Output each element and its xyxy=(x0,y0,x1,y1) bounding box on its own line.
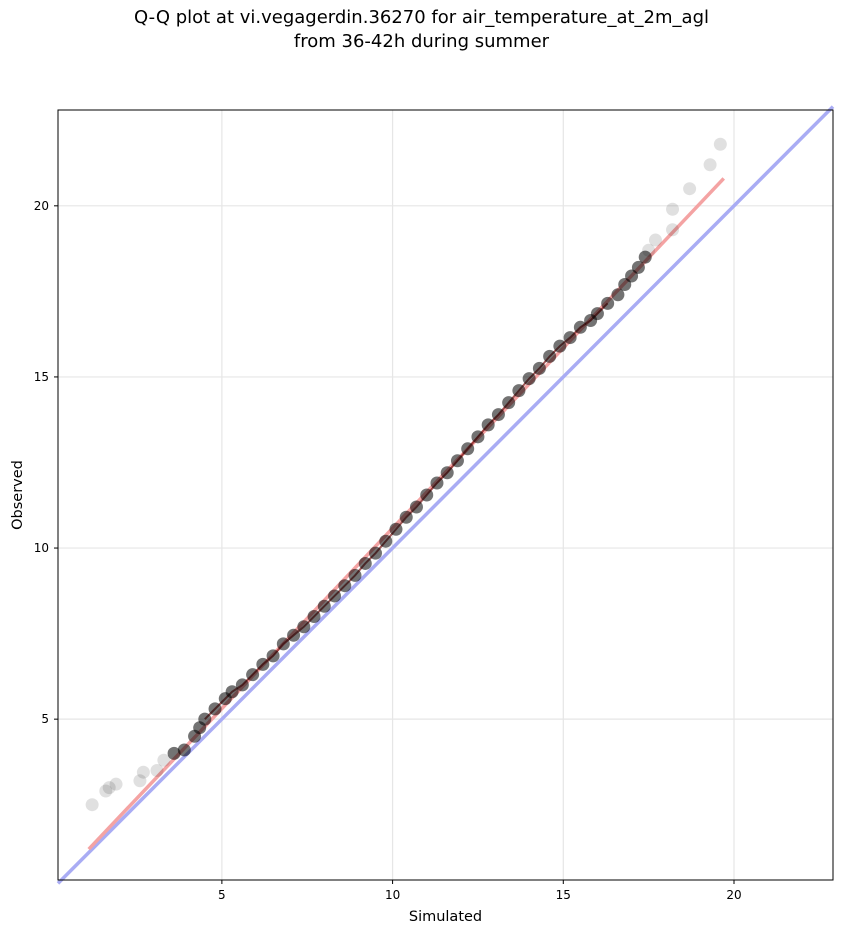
data-point xyxy=(590,307,604,321)
data-point xyxy=(409,500,423,514)
data-point xyxy=(481,418,495,432)
data-point xyxy=(369,546,383,560)
data-point xyxy=(450,454,464,468)
y-tick-label: 5 xyxy=(41,712,49,726)
y-tick-label: 10 xyxy=(34,541,49,555)
x-tick-label: 20 xyxy=(726,888,741,902)
data-point xyxy=(276,637,290,651)
data-point xyxy=(563,331,577,345)
data-point xyxy=(358,556,372,570)
data-point xyxy=(109,777,123,791)
data-point xyxy=(307,609,321,623)
data-point xyxy=(461,442,475,456)
data-point xyxy=(389,522,403,536)
data-point xyxy=(338,579,352,593)
data-point xyxy=(287,628,301,642)
y-axis-label: Observed xyxy=(10,460,26,530)
points-group xyxy=(85,137,727,812)
data-point xyxy=(471,430,485,444)
data-point xyxy=(328,589,342,603)
data-point xyxy=(157,753,171,767)
data-point xyxy=(399,510,413,524)
data-point xyxy=(666,223,680,237)
data-point xyxy=(512,384,526,398)
data-point xyxy=(85,798,99,812)
chart-subtitle: from 36-42h during summer xyxy=(293,31,550,52)
data-point xyxy=(543,349,557,363)
x-tick-label: 15 xyxy=(556,888,571,902)
plot-frame xyxy=(57,109,834,881)
data-point xyxy=(683,182,697,196)
data-point xyxy=(573,320,587,334)
chart-title-block: Q-Q plot at vi.vegagerdin.36270 for air_… xyxy=(0,6,843,54)
data-point xyxy=(177,743,191,757)
data-point xyxy=(266,649,280,663)
x-tick-label: 10 xyxy=(385,888,400,902)
y-tick-label: 15 xyxy=(34,370,49,384)
identity-line xyxy=(56,105,835,885)
data-point xyxy=(601,296,615,310)
data-point xyxy=(198,712,212,726)
data-point xyxy=(102,781,116,795)
data-point xyxy=(256,657,270,671)
data-point xyxy=(553,339,567,353)
data-point xyxy=(167,746,181,760)
x-axis-label: Simulated xyxy=(409,909,482,925)
ticks-group: 5 10 15 20 5 10 15 20 xyxy=(34,199,742,902)
chart-title: Q-Q plot at vi.vegagerdin.36270 for air_… xyxy=(134,7,709,28)
data-point xyxy=(502,396,516,410)
y-tick-label: 20 xyxy=(34,199,49,213)
data-point xyxy=(133,774,147,788)
data-point xyxy=(638,250,652,264)
data-point xyxy=(246,668,260,682)
data-point xyxy=(317,599,331,613)
data-point xyxy=(611,288,625,302)
data-point xyxy=(208,702,222,716)
data-point xyxy=(648,233,662,247)
x-tick-label: 5 xyxy=(218,888,226,902)
grid xyxy=(58,110,833,880)
identity-line-group xyxy=(56,105,835,885)
data-point xyxy=(666,202,680,216)
data-point xyxy=(491,408,505,422)
data-point xyxy=(430,476,444,490)
data-point xyxy=(235,678,249,692)
data-point xyxy=(642,243,656,257)
data-point xyxy=(631,260,645,274)
data-point xyxy=(136,765,150,779)
data-point xyxy=(440,466,454,480)
data-point xyxy=(99,784,113,798)
data-point xyxy=(703,158,717,172)
data-point xyxy=(150,763,164,777)
data-point xyxy=(379,534,393,548)
data-point xyxy=(532,361,546,375)
data-point xyxy=(713,137,727,151)
data-point xyxy=(420,488,434,502)
data-point xyxy=(225,685,239,699)
data-point xyxy=(297,620,311,634)
data-point xyxy=(522,372,536,386)
data-point xyxy=(348,568,362,582)
